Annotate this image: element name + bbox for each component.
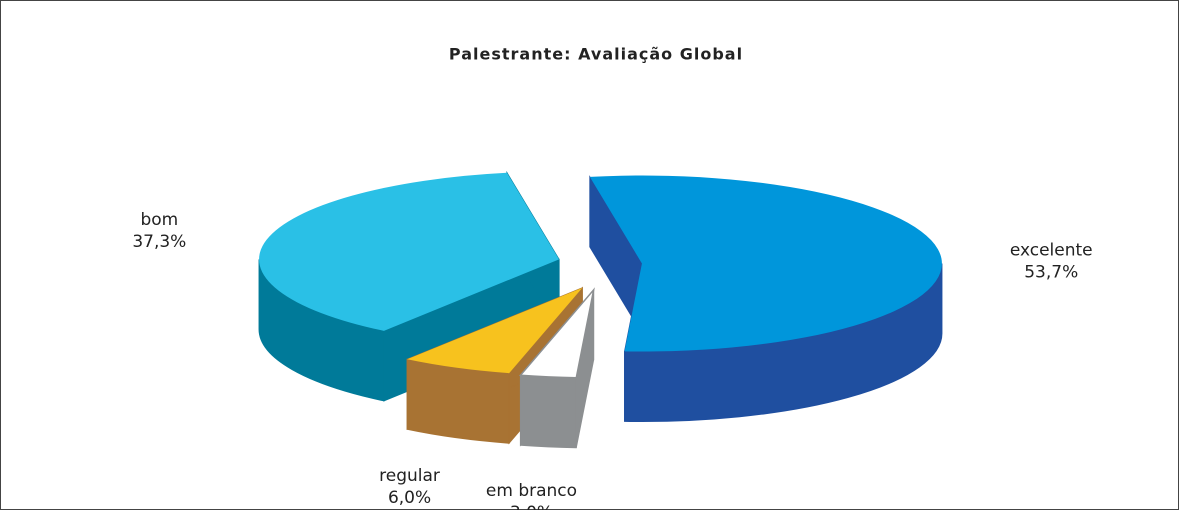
slice-top <box>518 287 595 379</box>
slice-label: em branco <box>486 481 577 501</box>
slice <box>589 175 943 423</box>
slice-side <box>519 374 577 449</box>
slice-value-label: 53,7% <box>1024 262 1078 282</box>
slice-value-label: 37,3% <box>132 232 186 252</box>
chart-title: Palestrante: Avaliação Global <box>449 45 743 64</box>
slice-label: bom <box>140 210 178 230</box>
slice-label: excelente <box>1010 240 1093 260</box>
slice-top <box>407 287 583 374</box>
slice-label: regular <box>379 466 440 486</box>
slice-top <box>259 172 560 331</box>
slice <box>518 287 595 449</box>
slice-value-label: 6,0% <box>388 488 431 508</box>
slice-value-label: 3,0% <box>510 503 553 510</box>
slice-top <box>589 175 942 352</box>
